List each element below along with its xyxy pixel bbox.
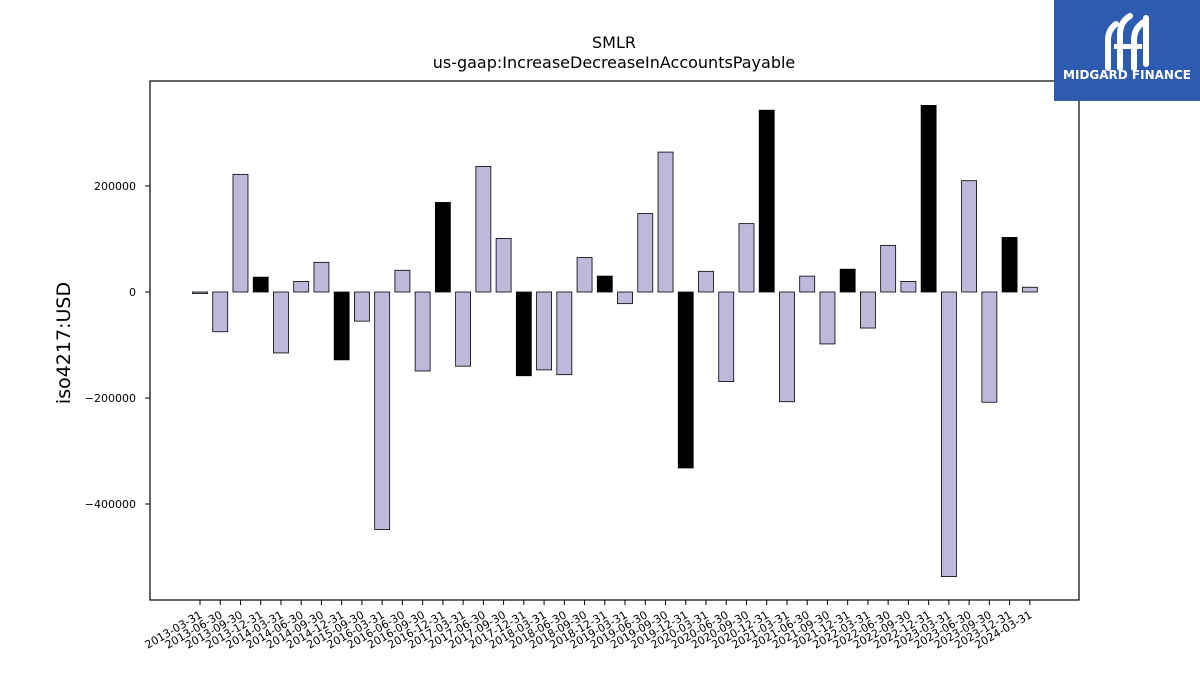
bar-2019-12-31 <box>677 291 694 469</box>
x-ticks: 2013-03-312013-06-302013-09-302013-12-31… <box>143 600 1034 652</box>
bar-2016-06-30 <box>394 269 411 293</box>
bar-2018-03-31 <box>536 291 552 371</box>
bar-2021-12-31 <box>839 268 856 293</box>
y-tick-label: 0 <box>129 286 136 299</box>
plot-frame <box>149 80 1080 601</box>
bar-2020-03-31 <box>698 270 714 293</box>
bar-2017-06-30 <box>475 165 492 293</box>
bar-2014-09-30 <box>313 261 330 293</box>
chart-title: SMLR <box>592 33 636 52</box>
y-tick-label: −200000 <box>85 392 136 405</box>
bar-2018-09-30 <box>576 257 593 293</box>
bar-2021-09-30 <box>819 291 836 345</box>
bar-2016-03-31 <box>374 291 391 530</box>
bar-2020-06-30 <box>718 291 735 382</box>
bar-2023-03-31 <box>940 291 957 578</box>
y-ticks: 200000 0 −200000 −400000 <box>85 180 150 511</box>
bar-2015-09-30 <box>354 291 370 322</box>
brand-logo: MIDGARD FINANCE <box>1054 0 1200 101</box>
bar-2018-12-31 <box>596 275 613 293</box>
bar-2020-12-31 <box>758 109 775 293</box>
bar-2014-06-30 <box>293 280 310 293</box>
bar-2019-09-30 <box>657 151 674 293</box>
y-tick-label: 200000 <box>94 180 136 193</box>
y-axis-label: iso4217:USD <box>53 282 75 404</box>
bar-2021-03-31 <box>779 291 795 403</box>
bar-2023-09-30 <box>981 291 998 403</box>
bar-2022-03-31 <box>860 291 876 329</box>
bar-2020-09-30 <box>738 223 755 293</box>
bar-2019-06-30 <box>637 213 654 293</box>
bar-2016-12-31 <box>434 202 451 293</box>
bar-2014-03-31 <box>273 291 289 354</box>
bar-2017-03-31 <box>455 291 472 367</box>
bar-2018-06-30 <box>556 291 573 376</box>
bar-2013-12-31 <box>252 276 269 293</box>
bar-2022-06-30 <box>880 244 897 293</box>
bar-2013-09-30 <box>232 173 249 293</box>
midgard-logo-icon <box>1105 13 1149 71</box>
bar-2017-09-30 <box>495 238 512 293</box>
bar-2013-06-30 <box>212 291 229 333</box>
bars-layer <box>192 105 1038 578</box>
bar-2017-12-31 <box>515 291 532 377</box>
bar-2022-09-30 <box>900 280 917 293</box>
bar-2023-06-30 <box>961 180 978 293</box>
bar-2023-12-31 <box>1001 237 1018 293</box>
y-tick-label: −400000 <box>85 498 136 511</box>
bar-2021-06-30 <box>799 275 816 293</box>
bar-2016-09-30 <box>414 291 431 372</box>
chart-subtitle: us-gaap:IncreaseDecreaseInAccountsPayabl… <box>433 53 796 72</box>
bar-2014-12-31 <box>333 291 350 361</box>
brand-name: MIDGARD FINANCE <box>1063 68 1191 82</box>
bar-2013-03-31 <box>192 291 208 294</box>
bar-2024-03-31 <box>1021 286 1038 293</box>
bar-2019-03-31 <box>617 291 633 305</box>
bar-2022-12-31 <box>920 105 937 293</box>
